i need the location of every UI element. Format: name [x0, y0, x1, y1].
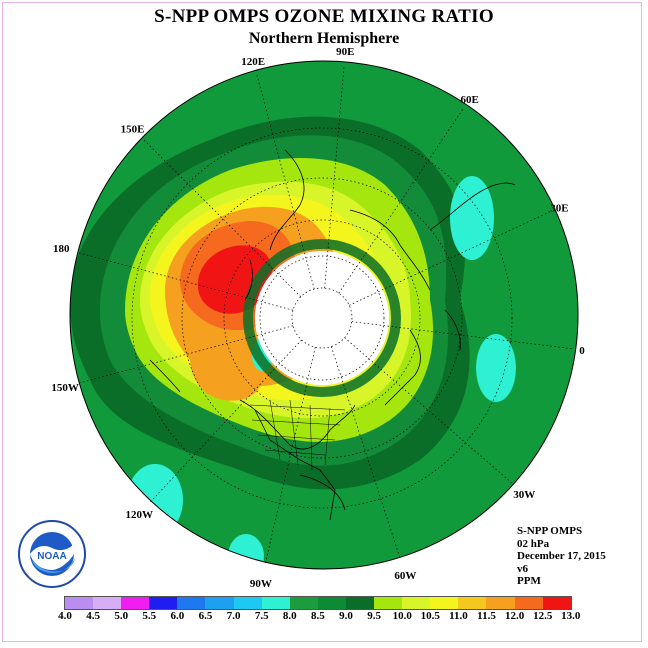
meridian-line	[349, 210, 553, 306]
meridian-label: 150W	[51, 382, 79, 394]
meridian-label: 180	[53, 243, 70, 255]
colorbar-tick-label: 12.0	[504, 610, 525, 622]
meridian-line	[344, 337, 514, 485]
map-title: S-NPP OMPS OZONE MIXING RATIO	[154, 6, 494, 27]
colorbar-swatch	[177, 597, 206, 609]
colorbar-swatch	[289, 597, 318, 609]
low-patch-pacific	[127, 464, 183, 536]
meridian-lines	[76, 64, 575, 566]
colorbar-tick-label: 6.5	[198, 610, 213, 622]
meridian-label: 90W	[250, 578, 272, 590]
colorbar-swatch	[205, 597, 234, 609]
colorbar-tick-label: 11.5	[477, 610, 496, 622]
colorbar-swatch	[317, 597, 346, 609]
colorbar-swatch	[458, 597, 487, 609]
info-version: v6	[517, 562, 528, 575]
meridian-line	[330, 346, 401, 560]
low-patch-atlantic	[228, 534, 264, 569]
info-date: December 17, 2015	[517, 550, 606, 562]
colorbar-swatch	[261, 597, 290, 609]
us-state-grid	[249, 399, 346, 471]
colorbar-tick-label: 12.5	[533, 610, 553, 622]
colorbar-swatch	[514, 597, 543, 609]
colorbar-swatch	[149, 597, 178, 609]
logo-text: NOAA	[37, 551, 66, 562]
colorbar-tick-label: 7.0	[226, 610, 241, 622]
colorbar-swatch	[402, 597, 431, 609]
colorbar-swatch	[486, 597, 515, 609]
meridian-label: 120W	[125, 509, 153, 521]
meridian-label: 60E	[460, 94, 478, 106]
colorbar-tick-label: 5.0	[114, 610, 129, 622]
meridian-line	[142, 138, 302, 298]
meridian-line	[324, 64, 345, 289]
info-instrument: S-NPP OMPS	[517, 525, 583, 537]
low-patch-eurasia-south	[476, 334, 516, 402]
meridian-line	[351, 321, 575, 350]
meridian-label: 0	[579, 345, 585, 357]
noaa-logo: NOAA	[18, 520, 86, 588]
colorbar-tick-label: 4.0	[58, 610, 72, 622]
meridian-label: 30E	[550, 202, 568, 214]
meridian-line	[264, 347, 316, 566]
meridian-line	[338, 107, 465, 294]
colorbar-tick-label: 7.5	[254, 610, 269, 622]
colorbar-swatch	[345, 597, 375, 609]
meridian-line	[148, 339, 302, 505]
colorbar-tick-label: 5.5	[142, 610, 157, 622]
info-units: PPM	[517, 575, 541, 587]
colorbar-swatch	[374, 597, 403, 609]
colorbar-tick-label: 13.0	[561, 610, 581, 622]
contour-11.5-south	[190, 348, 263, 401]
meridian-line	[255, 72, 315, 290]
colorbar-tick-label: 8.5	[311, 610, 325, 622]
meridian-labels: 90E 60E 30E 0 30W 60W 90W 120W 150W 180 150E 120E	[51, 46, 585, 590]
figure-frame	[2, 2, 642, 642]
colorbar-swatch	[121, 597, 150, 609]
colorbar-tick-label: 4.5	[86, 610, 100, 622]
latitude-circles	[131, 127, 513, 509]
meridian-label: 30W	[513, 489, 535, 501]
meridian-label: 120E	[241, 56, 265, 68]
ozone-field	[70, 116, 516, 569]
colorbar-tick-label: 6.0	[170, 610, 185, 622]
colorbar-tick-label: 11.0	[449, 610, 468, 622]
meridian-line	[76, 251, 294, 311]
low-patch-eurasia-north	[450, 176, 494, 260]
colorbar-tick-label: 10.5	[420, 610, 440, 622]
polar-ring	[243, 239, 401, 397]
map-disc-border	[69, 60, 579, 570]
colorbar	[64, 596, 572, 610]
info-pressure-level: 02 hPa	[517, 537, 550, 550]
meridian-label: 60W	[394, 570, 416, 582]
info-block: S-NPP OMPS 02 hPa December 17, 2015 v6 P…	[517, 525, 606, 588]
meridian-line	[76, 325, 294, 385]
coastlines	[149, 149, 516, 521]
colorbar-tick-label: 10.0	[392, 610, 412, 622]
colorbar-swatch	[542, 597, 571, 609]
map-subtitle: Northern Hemisphere	[248, 30, 400, 47]
meridian-label: 90E	[336, 46, 354, 58]
colorbar-tick-label: 8.0	[282, 610, 297, 622]
colorbar-swatch	[93, 597, 122, 609]
meridian-label: 150E	[121, 123, 145, 135]
colorbar-tick-label: 9.5	[367, 610, 381, 622]
colorbar-swatch	[430, 597, 459, 609]
colorbar-ticks: 4.0 4.5 5.0 5.5 6.0 6.5 7.0 7.5 8.0 8.5 9.0 9.5 10.0…	[0, 610, 648, 624]
colorbar-swatch	[233, 597, 262, 609]
colorbar-tick-label: 9.0	[339, 610, 353, 622]
colorbar-swatch	[65, 597, 94, 609]
